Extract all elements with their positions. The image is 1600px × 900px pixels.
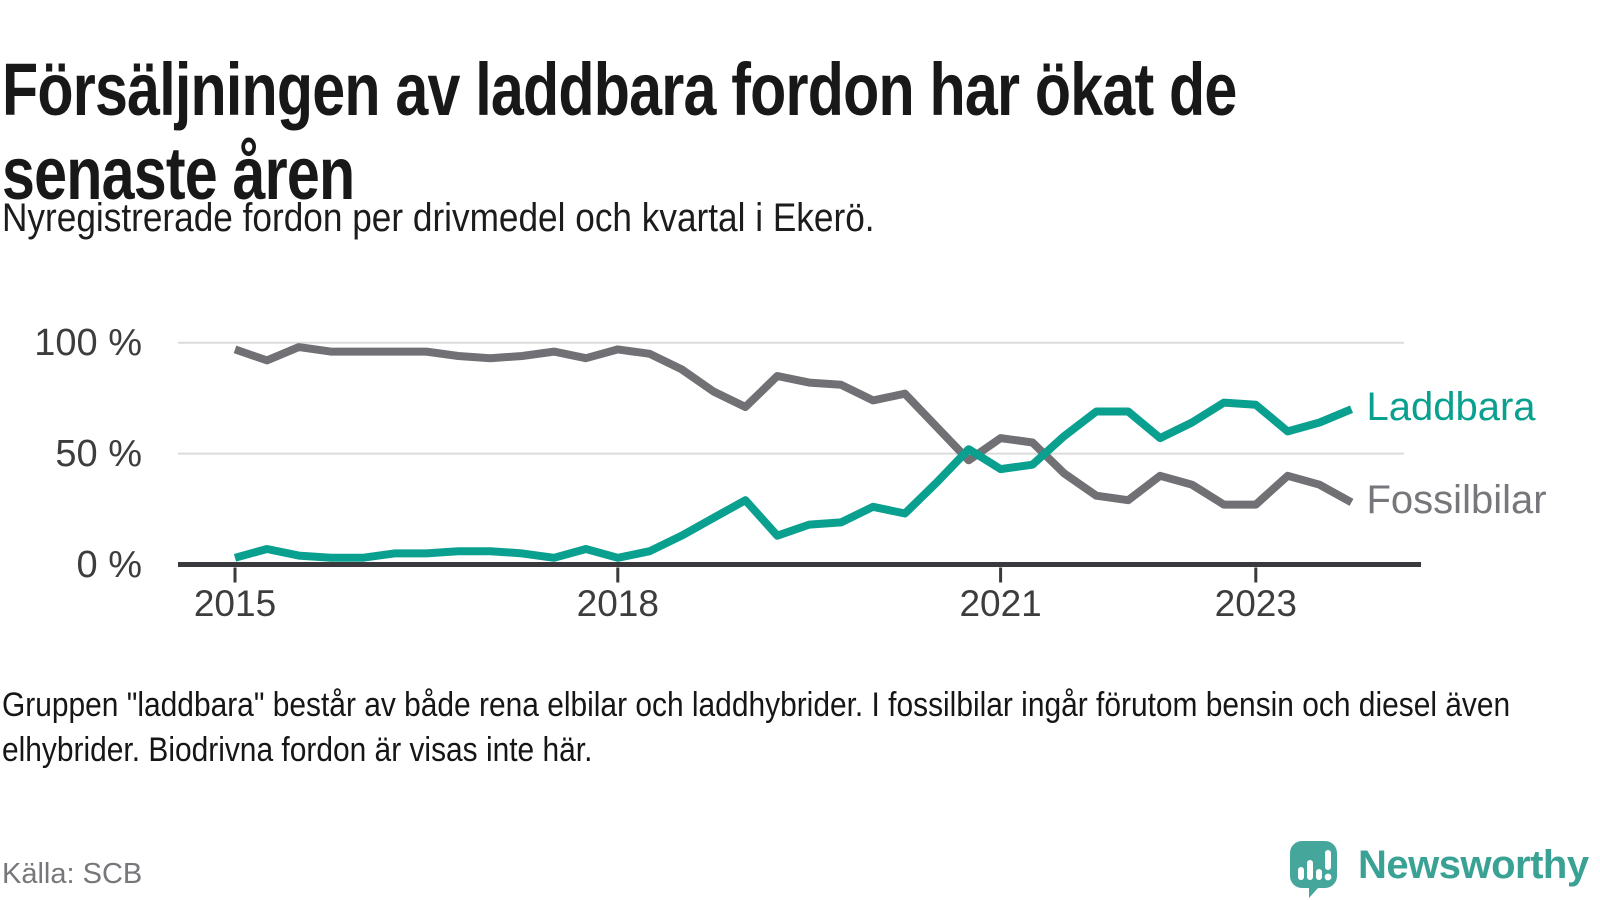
series-line-laddbara (233, 398, 1354, 562)
x-axis-label-2018: 2018 (576, 583, 659, 624)
source-text: Källa: SCB (2, 858, 143, 890)
x-axis-label-2023: 2023 (1214, 583, 1297, 624)
series-line-fossilbilar (233, 343, 1354, 509)
x-axis-label-2021: 2021 (959, 583, 1042, 624)
newsworthy-logo: Newsworthy (1290, 841, 1589, 898)
chart-footnote: Gruppen "laddbara" består av både rena e… (2, 686, 1511, 769)
x-axis-label-2015: 2015 (193, 583, 277, 624)
newsworthy-wordmark: Newsworthy (1358, 843, 1589, 887)
series-label-fossilbilar: Fossilbilar (1366, 478, 1547, 523)
page-subtitle: Nyregistrerade fordon per drivmedel och … (2, 196, 875, 240)
series-label-laddbara: Laddbara (1366, 385, 1536, 430)
page-title: Försäljningen av laddbara fordon har öka… (2, 47, 1237, 215)
y-axis-label-100: 100 % (34, 321, 142, 364)
newsworthy-bubble-barchart-icon (1290, 841, 1337, 898)
y-axis-label-0: 0 % (76, 543, 142, 586)
y-axis-label-50: 50 % (55, 432, 142, 475)
